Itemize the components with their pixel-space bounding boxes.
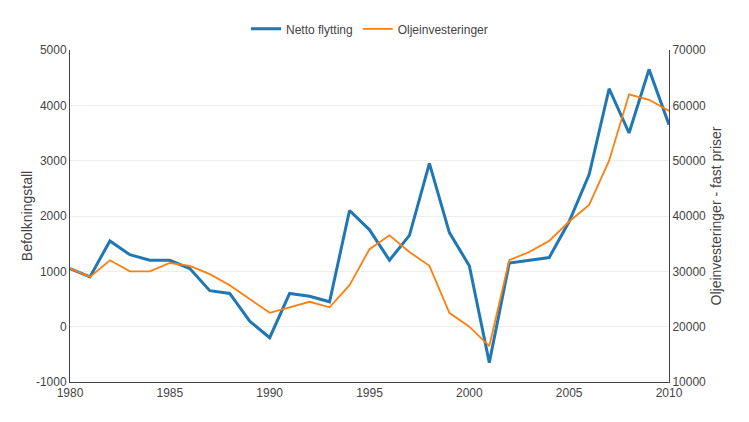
svg-text:1995: 1995 [356,386,383,400]
svg-text:0: 0 [60,320,67,334]
svg-text:Befolkningstall: Befolkningstall [19,171,35,261]
svg-text:30000: 30000 [672,265,706,279]
svg-text:1000: 1000 [40,265,67,279]
svg-text:3000: 3000 [40,154,67,168]
svg-text:4000: 4000 [40,99,67,113]
svg-text:20000: 20000 [672,320,706,334]
svg-text:1980: 1980 [57,386,84,400]
svg-text:50000: 50000 [672,154,706,168]
svg-text:Netto flytting: Netto flytting [286,23,353,37]
svg-text:Oljeinvesteringer: Oljeinvesteringer [398,23,488,37]
svg-text:2000: 2000 [456,386,483,400]
svg-text:1990: 1990 [256,386,283,400]
svg-text:2005: 2005 [556,386,583,400]
svg-text:60000: 60000 [672,99,706,113]
svg-text:-1000: -1000 [36,375,67,389]
svg-text:40000: 40000 [672,209,706,223]
svg-text:2010: 2010 [656,386,683,400]
svg-text:10000: 10000 [672,375,706,389]
svg-text:2000: 2000 [40,209,67,223]
svg-text:5000: 5000 [40,43,67,57]
svg-text:1985: 1985 [156,386,183,400]
svg-text:Oljeinvesteringer - fast prise: Oljeinvesteringer - fast priser [708,126,724,305]
svg-text:70000: 70000 [672,43,706,57]
